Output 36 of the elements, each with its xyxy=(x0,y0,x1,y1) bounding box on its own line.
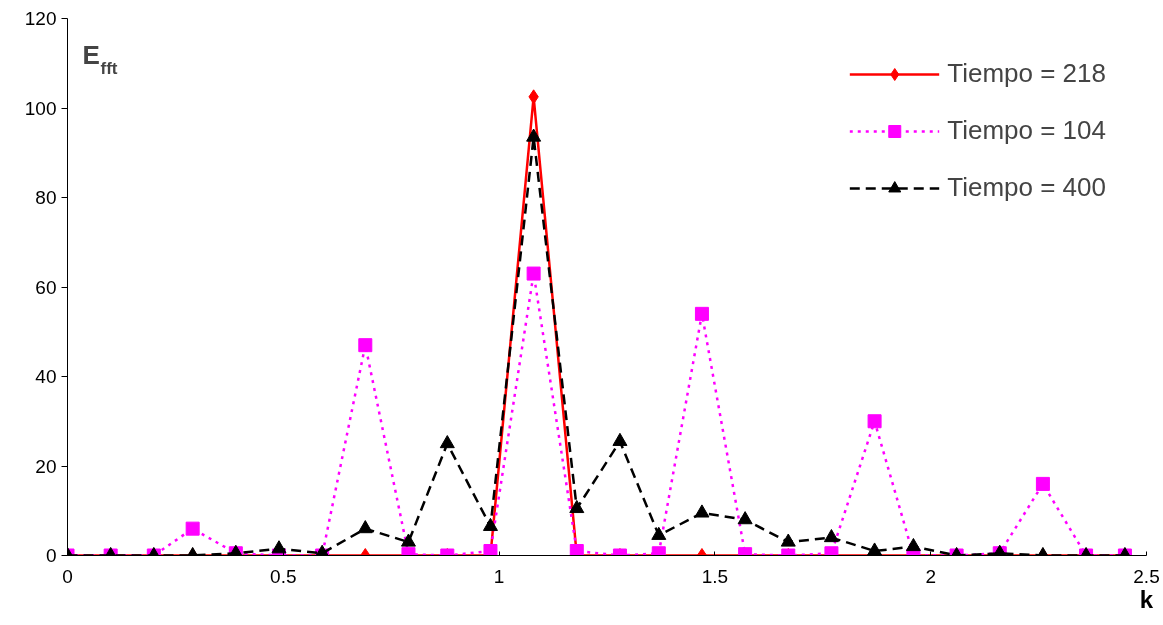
point xyxy=(905,537,921,552)
legend-label: Tiempo = 104 xyxy=(947,115,1106,146)
point xyxy=(1035,476,1050,491)
point xyxy=(400,533,416,547)
legend-label: Tiempo = 218 xyxy=(947,58,1106,89)
y-tick-label: 20 xyxy=(35,455,57,477)
point xyxy=(357,520,373,534)
point xyxy=(271,540,287,554)
x-tick-label: 2.5 xyxy=(1133,565,1160,587)
x-axis-title: k xyxy=(1139,585,1154,613)
x-tick-label: 2 xyxy=(925,565,936,587)
point xyxy=(867,414,882,429)
point xyxy=(694,306,709,321)
x-tick-label: 1.5 xyxy=(701,565,729,587)
point xyxy=(823,529,839,543)
point xyxy=(439,435,455,449)
y-tick-label: 40 xyxy=(35,366,57,387)
point xyxy=(867,542,883,556)
point xyxy=(651,526,667,540)
y-tick-label: 120 xyxy=(24,8,57,29)
y-tick-label: 60 xyxy=(35,276,57,298)
point xyxy=(612,432,628,446)
y-tick-label: 80 xyxy=(35,187,57,208)
x-tick-label: 1 xyxy=(493,565,505,587)
x-tick-label: 0 xyxy=(62,565,73,587)
y-tick-label: 100 xyxy=(24,97,57,119)
point xyxy=(482,517,498,531)
point xyxy=(737,511,753,525)
point xyxy=(358,338,373,353)
point xyxy=(694,504,710,518)
point xyxy=(780,533,796,547)
x-tick-label: 0.5 xyxy=(270,565,297,587)
y-tick-label: 0 xyxy=(45,545,57,566)
legend-label: Tiempo = 400 xyxy=(947,172,1106,203)
point xyxy=(526,266,541,281)
point xyxy=(569,499,585,514)
